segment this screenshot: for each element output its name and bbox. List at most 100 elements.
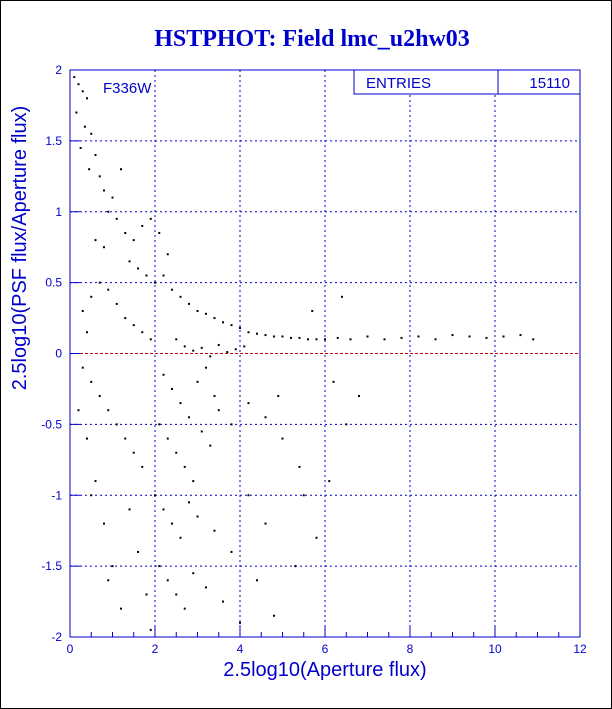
data-point [124,317,127,320]
data-point [107,409,110,412]
data-point [451,334,454,337]
stats-box: ENTRIES 15110 [353,69,581,95]
data-point [98,281,101,284]
data-point [298,336,301,339]
data-point [94,480,97,483]
data-point [171,288,173,291]
data-point [247,331,250,334]
data-point [175,451,178,454]
stats-entries-value: 15110 [529,75,570,92]
data-point [239,326,241,329]
data-point [128,260,131,263]
data-point [247,402,250,405]
x-tick-label: 0 [67,642,74,656]
data-point [103,522,105,525]
data-point [519,334,522,337]
data-point [141,224,144,227]
data-point [94,154,97,157]
data-point [230,423,233,426]
data-point [341,295,343,298]
data-point [115,423,118,426]
data-point [264,522,267,525]
data-point [75,111,78,114]
data-point [81,366,84,369]
data-point [98,175,101,178]
data-point [94,239,97,242]
data-point [154,281,156,284]
data-point [281,335,284,338]
data-point [213,529,216,532]
data-point [90,132,93,135]
data-point [302,494,305,497]
y-axis-label: 2.5log10(PSF flux/Aperture flux) [9,106,31,391]
data-point [90,380,93,383]
data-point [222,321,224,324]
y-tick-label: 2 [55,63,62,77]
data-point [132,239,135,242]
data-point [256,332,258,335]
data-point [247,494,250,497]
data-point [277,395,280,398]
data-point [137,550,139,553]
data-point [149,338,152,341]
data-point [217,343,220,346]
data-point [175,338,178,341]
data-point [345,423,348,426]
data-point [264,334,267,337]
data-point [98,395,101,398]
data-point [86,331,88,334]
data-point [179,536,182,539]
data-point [162,373,165,376]
data-point [154,494,156,497]
data-point [315,536,318,539]
data-point [183,345,186,348]
data-point [158,423,161,426]
data-point [196,309,199,312]
data-point [294,565,297,568]
x-tick-label: 10 [488,642,502,656]
data-point [158,565,161,568]
data-point [205,366,207,369]
y-tick-label: -0.5 [41,417,62,431]
data-point [468,335,471,338]
data-point [298,465,301,468]
axis-ticks: 0 2 4 6 8 10 12 2 1.5 1 0.5 0 -0.5 -1 -1.5 -2 [41,63,587,656]
x-tick-label: 4 [237,642,244,656]
data-point [107,579,110,582]
data-point [230,550,233,553]
data-point [400,336,403,339]
data-point [107,288,110,291]
data-point [162,508,165,511]
data-point [183,607,186,610]
x-axis-label: 2.5log10(Aperture flux) [223,659,426,681]
data-point [213,395,216,398]
data-point [179,295,182,298]
data-point [256,579,258,582]
data-point [324,338,326,341]
data-point [332,380,335,383]
data-point [81,309,84,312]
data-point [158,232,161,235]
data-point [188,501,190,504]
data-point [239,621,241,624]
data-point [86,97,88,100]
data-point [149,628,152,631]
data-point [103,189,105,192]
data-point [188,416,190,419]
x-tick-label: 12 [573,642,587,656]
data-point [200,346,203,349]
data-point [485,336,488,339]
data-point [192,480,195,483]
data-point [243,345,246,348]
data-point [128,508,131,511]
data-point [145,274,148,277]
data-point [166,253,169,256]
data-point [73,76,76,79]
data-point [107,210,110,213]
data-point [209,444,212,447]
data-point [166,579,169,582]
data-point [502,335,505,338]
data-point [188,302,190,305]
data-point [141,465,144,468]
